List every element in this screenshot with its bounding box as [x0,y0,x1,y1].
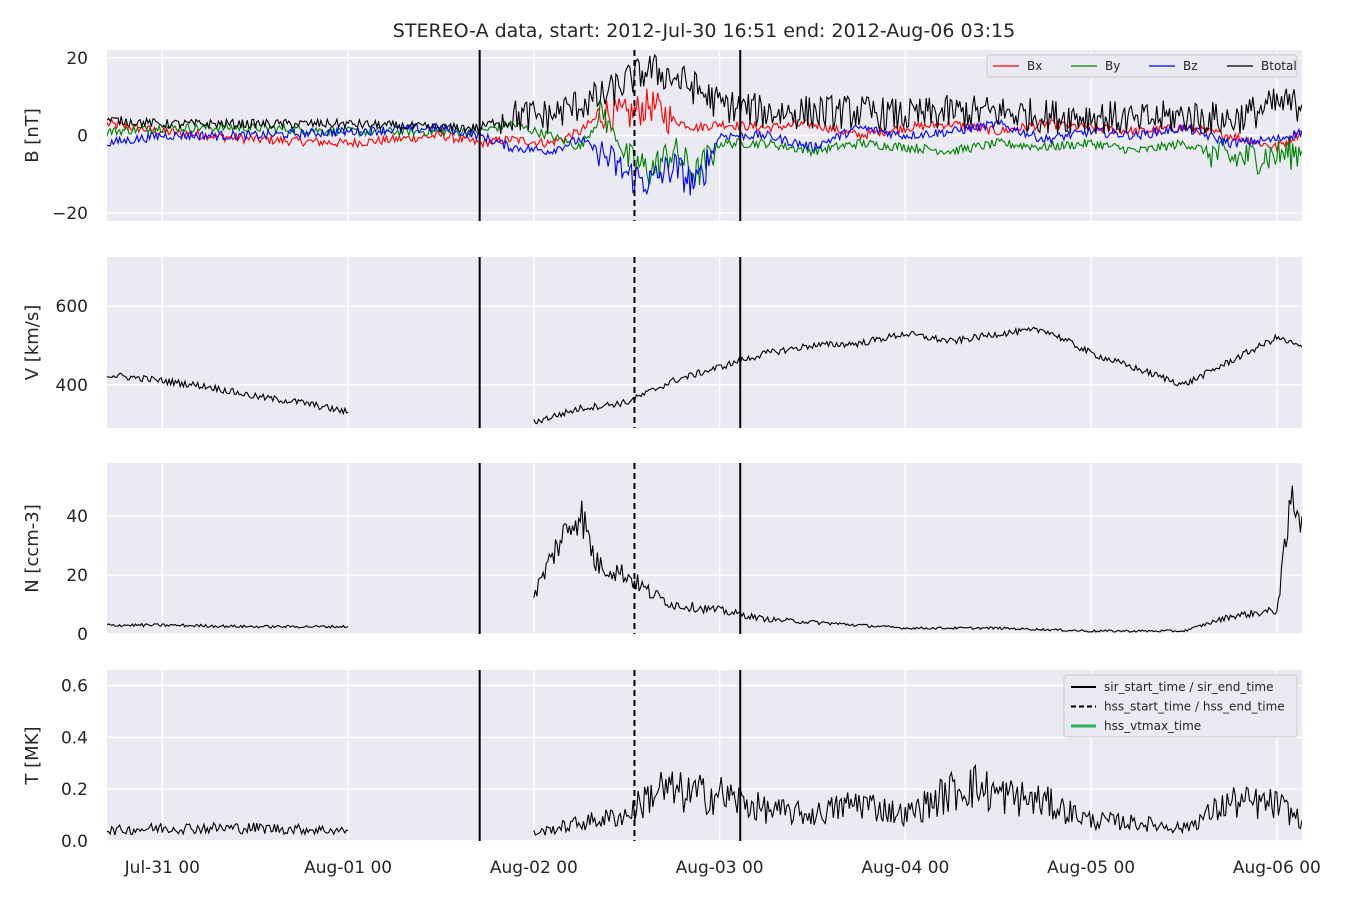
y-tick-label: −20 [52,204,88,224]
panel-T: Jul-31 00 Aug-01 00 Aug-02 00 Aug-03 00 Aug-… [22,670,1321,878]
y-tick-label: 0 [77,127,88,147]
x-tick-label: Aug-03 00 [676,858,764,878]
panel-T-data [107,763,1302,837]
panel-N: 0 20 40 N [ccm-3] [22,463,1302,645]
panels: −20 0 20 B [nT] Bx By Bz Btotal 400 600 V [km/s] 0 2… [22,49,1321,878]
series-line-n [533,485,1302,633]
y-tick-label: 20 [66,49,88,69]
series-line-n [107,622,349,629]
x-tick-label: Aug-06 00 [1233,858,1321,878]
y-tick-label: 0.4 [61,728,88,748]
legend-label-btotal: Btotal [1261,59,1297,73]
x-tick-label: Jul-31 00 [124,858,200,878]
legend-b: Bx By Bz Btotal [986,54,1298,78]
y-tick-label: 20 [66,566,88,586]
series-line-t [533,763,1302,836]
series-line-v [107,372,349,416]
x-tick-label: Aug-02 00 [490,858,578,878]
y-axis-label: V [km/s] [22,305,43,380]
legend-label-bz: Bz [1183,59,1198,73]
y-tick-label: 400 [56,376,88,396]
x-tick-label: Aug-04 00 [861,858,949,878]
series-line-bz [107,118,1302,196]
x-tick-label: Aug-05 00 [1047,858,1135,878]
series-line-t [107,821,349,837]
panel-V-background [107,257,1302,428]
legend-box [986,54,1298,78]
panel-B-data [107,53,1302,196]
y-axis-label: B [nT] [22,108,43,163]
legend-label-by: By [1105,59,1120,73]
legend-label-2: hss_vtmax_time [1104,719,1201,733]
panel-N-data [107,485,1302,633]
y-axis-label: N [ccm-3] [22,504,43,593]
x-tick-label: Aug-01 00 [304,858,392,878]
panel-B: −20 0 20 B [nT] Bx By Bz Btotal [22,49,1302,224]
chart-title: STEREO-A data, start: 2012-Jul-30 16:51 … [393,20,1015,42]
series-line-bx [107,88,1302,153]
y-tick-label: 0 [77,625,88,645]
legend-label-bx: Bx [1027,59,1042,73]
y-axis-label: T [MK] [22,726,43,785]
series-line-btotal [107,53,1302,135]
legend-t: sir_start_time / sir_end_time hss_start_t… [1063,674,1298,738]
y-tick-label: 0.0 [61,832,88,852]
panel-N-background [107,463,1302,634]
legend-label-0: sir_start_time / sir_end_time [1104,680,1274,694]
y-tick-label: 600 [56,297,88,317]
y-tick-label: 0.2 [61,780,88,800]
panel-V: 400 600 V [km/s] [22,257,1302,428]
legend-label-1: hss_start_time / hss_end_time [1104,700,1285,714]
series-line-v [533,326,1302,425]
legend-box [1063,674,1298,738]
panel-V-data [107,326,1302,425]
y-tick-label: 40 [66,507,88,527]
y-tick-label: 0.6 [61,677,88,697]
